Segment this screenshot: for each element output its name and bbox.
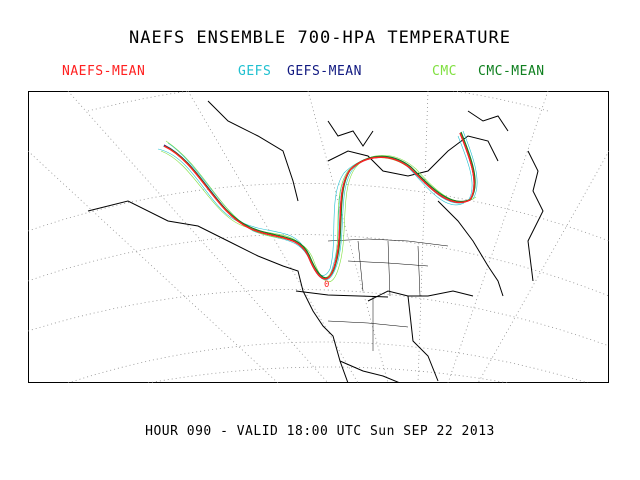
legend-gefs: GEFS	[238, 64, 272, 79]
cmc-mean	[164, 131, 476, 279]
map-panel: 0	[28, 91, 609, 383]
legend-cmc-mean: CMC-MEAN	[478, 64, 545, 79]
contour-label: 0	[324, 280, 329, 290]
coastlines	[87, 100, 544, 383]
admin-borders	[327, 238, 449, 351]
legend-gefs-mean: GEFS-MEAN	[287, 64, 362, 79]
map-frame	[28, 91, 609, 383]
legend-cmc: CMC	[432, 64, 457, 79]
naefs-mean	[163, 132, 475, 280]
chart-title: NAEFS ENSEMBLE 700-HPA TEMPERATURE	[129, 28, 511, 48]
legend-naefs-mean: NAEFS-MEAN	[62, 64, 146, 79]
valid-time-footer: HOUR 090 - VALID 18:00 UTC Sun SEP 22 20…	[145, 424, 495, 439]
